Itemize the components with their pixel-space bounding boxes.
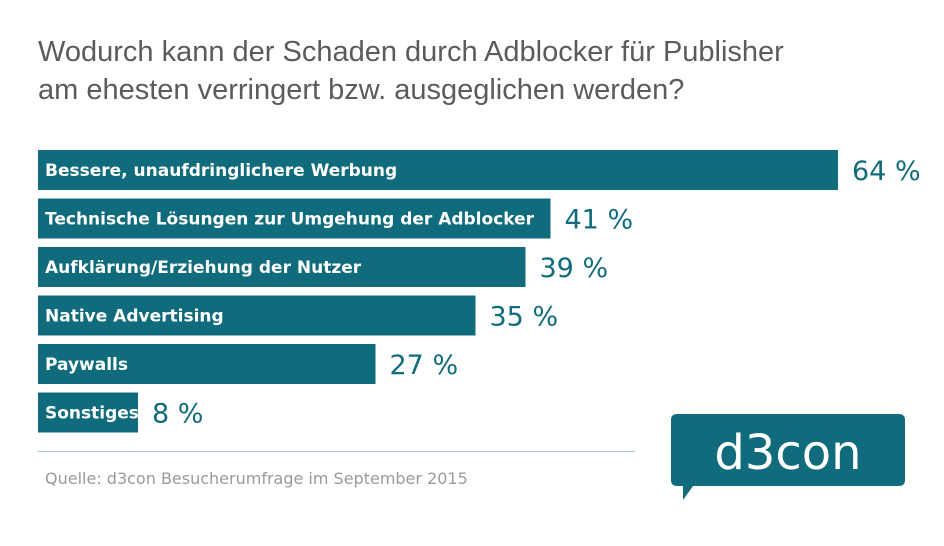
bar-chart: Bessere, unaufdringlichere Werbung 64 % Te… xyxy=(38,150,921,433)
category-label: Bessere, unaufdringlichere Werbung xyxy=(45,161,397,181)
bar xyxy=(38,295,476,336)
source-note: Quelle: d3con Besucherumfrage im Septemb… xyxy=(45,469,468,488)
chart-title-line-1: Wodurch kann der Schaden durch Adblocker… xyxy=(38,36,784,68)
bar xyxy=(38,392,138,433)
divider xyxy=(38,451,635,452)
bar xyxy=(38,150,838,190)
category-label: Native Advertising xyxy=(45,307,224,327)
category-label: Sonstiges xyxy=(45,404,139,424)
value-label: 8 % xyxy=(152,399,203,430)
bar xyxy=(38,344,376,384)
chart-title-line-2: am ehesten verringert bzw. ausgeglichen … xyxy=(38,74,685,106)
chart-title: Wodurch kann der Schaden durch Adblocker… xyxy=(38,33,918,109)
d3con-logo: d3con xyxy=(671,414,905,500)
category-label: Paywalls xyxy=(45,355,128,375)
value-label: 27 % xyxy=(390,350,459,381)
category-label: Aufklärung/Erziehung der Nutzer xyxy=(45,258,362,278)
value-label: 35 % xyxy=(490,302,559,333)
value-label: 39 % xyxy=(540,253,609,284)
category-label: Technische Lösungen zur Umgehung der Adb… xyxy=(45,210,535,230)
value-label: 64 % xyxy=(852,156,921,187)
value-label: 41 % xyxy=(565,205,634,236)
bar xyxy=(38,247,526,287)
bar xyxy=(38,198,551,239)
svg-text:d3con: d3con xyxy=(714,425,861,481)
